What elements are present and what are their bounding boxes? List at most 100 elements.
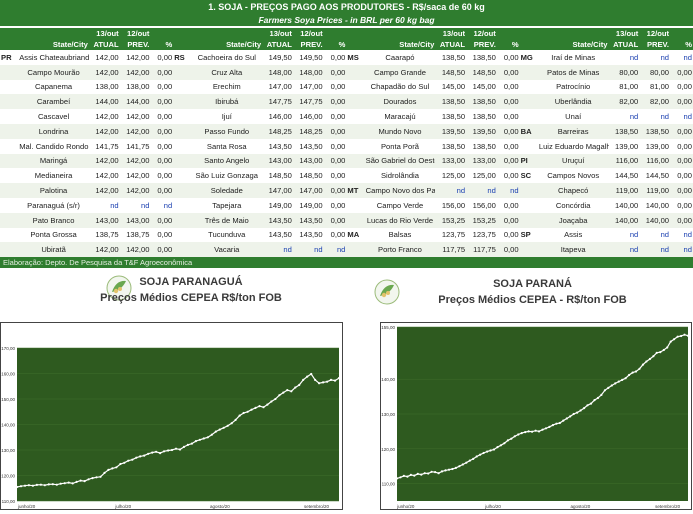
data-point bbox=[555, 422, 558, 425]
header-blank bbox=[18, 28, 89, 39]
state-code bbox=[173, 109, 191, 124]
header-current: ATUAL bbox=[608, 39, 640, 50]
percent-change: 0,00 bbox=[150, 212, 174, 228]
data-point bbox=[274, 397, 277, 401]
data-point bbox=[91, 477, 94, 480]
city-name: Unaí bbox=[565, 112, 582, 122]
current-price: 143,00 bbox=[88, 212, 120, 228]
y-tick-label: 140,00 bbox=[381, 377, 395, 382]
city-name: Sidrolândia bbox=[380, 171, 419, 181]
percent-change: 0,00 bbox=[496, 242, 520, 258]
x-tick-label: setembro/20 bbox=[655, 504, 681, 509]
percent-change: 0,00 bbox=[323, 94, 347, 110]
state-code bbox=[0, 228, 18, 243]
state-code: PI bbox=[519, 153, 538, 169]
previous-price: 138,50 bbox=[639, 123, 671, 139]
data-point bbox=[624, 377, 627, 380]
data-point bbox=[551, 424, 554, 427]
data-point bbox=[170, 448, 174, 452]
data-point bbox=[482, 451, 485, 455]
header-previous: PREV. bbox=[292, 39, 324, 50]
table-row: Cascavel 142,00 142,00 0,00 Ijuí 146,00 146,00… bbox=[0, 109, 693, 124]
data-point bbox=[479, 453, 482, 456]
data-point bbox=[27, 484, 30, 487]
current-price: 119,00 bbox=[608, 183, 640, 198]
data-point bbox=[513, 435, 516, 438]
city-name: Campo Verde bbox=[376, 200, 424, 210]
data-point bbox=[666, 346, 669, 349]
data-point bbox=[458, 465, 461, 468]
previous-price: 145,00 bbox=[472, 82, 496, 92]
data-point bbox=[262, 406, 265, 409]
state-code bbox=[0, 123, 19, 139]
city-name: Dourados bbox=[364, 94, 436, 110]
data-point bbox=[198, 438, 201, 441]
current-price: 142,00 bbox=[88, 183, 120, 198]
header-date-previous: 12/out bbox=[466, 28, 497, 39]
line-chart-paranagua: 170,00 160,00 150,00 140,00 130,00 120,00 110,… bbox=[1, 346, 341, 509]
state-code: PR bbox=[1, 52, 12, 62]
percent-change: 0,00 bbox=[677, 200, 692, 210]
state-code bbox=[346, 168, 364, 183]
percent-change: 0,00 bbox=[330, 52, 346, 62]
state-code bbox=[0, 198, 18, 213]
data-point bbox=[617, 380, 620, 383]
prices-table: 13/out 12/out 13/out 12/out 13/out 12/out 13/o… bbox=[0, 28, 693, 258]
data-point bbox=[329, 378, 333, 381]
percent-change: 0,00 bbox=[150, 64, 174, 80]
data-point bbox=[565, 417, 568, 420]
table-row: Palotina 142,00 142,00 0,00 Soledade 147,00 14… bbox=[0, 183, 693, 198]
data-point bbox=[67, 481, 70, 484]
previous-price: 148,25 bbox=[292, 123, 324, 139]
y-tick-label: 140,00 bbox=[1, 423, 15, 428]
current-price: 139,50 bbox=[435, 123, 467, 139]
percent-change: 0,00 bbox=[150, 183, 174, 198]
state-code bbox=[346, 80, 364, 95]
data-point bbox=[135, 456, 138, 459]
state-code bbox=[0, 80, 18, 95]
percent-change: nd bbox=[683, 112, 692, 122]
percent-change: 0,00 bbox=[670, 212, 693, 228]
data-point bbox=[621, 378, 624, 381]
percent-change: 0,00 bbox=[330, 230, 346, 240]
previous-price: 139,00 bbox=[645, 141, 670, 151]
data-point bbox=[427, 472, 430, 475]
data-point bbox=[234, 418, 237, 421]
previous-price: 142,00 bbox=[119, 242, 151, 258]
city-name: Ponta Grossa bbox=[30, 230, 77, 240]
data-point bbox=[440, 470, 444, 473]
footer-note: Elaboração: Depto. De Pesquisa da T&F Ag… bbox=[0, 257, 693, 268]
previous-price: 142,00 bbox=[119, 153, 151, 169]
city-name: Campos Novos bbox=[547, 171, 600, 181]
current-price: 142,00 bbox=[95, 112, 119, 122]
percent-change: nd bbox=[163, 200, 173, 210]
data-point bbox=[603, 389, 606, 392]
data-point bbox=[326, 380, 329, 383]
percent-change: nd bbox=[496, 183, 520, 198]
previous-price: 142,00 bbox=[126, 171, 150, 181]
header-current: ATUAL bbox=[435, 39, 467, 50]
data-point bbox=[55, 483, 58, 486]
data-point bbox=[531, 430, 534, 433]
state-code bbox=[346, 242, 365, 258]
percent-change: 0,00 bbox=[496, 212, 520, 228]
state-code bbox=[173, 123, 192, 139]
x-tick-label: julho/20 bbox=[114, 504, 131, 509]
previous-price: 141,75 bbox=[126, 141, 150, 151]
current-price: 142,00 bbox=[95, 171, 119, 181]
data-point bbox=[75, 480, 78, 483]
table-row: Ubiratã 142,00 142,00 0,00 Vacaria nd nd nd Port… bbox=[0, 242, 693, 258]
x-tick-label: agosto/20 bbox=[210, 504, 230, 509]
state-code bbox=[346, 212, 365, 228]
data-point bbox=[314, 378, 317, 381]
soy-logo-icon bbox=[104, 274, 134, 307]
header-date-current: 13/out bbox=[435, 28, 467, 39]
header-current: ATUAL bbox=[262, 39, 293, 50]
percent-change: 0,00 bbox=[677, 171, 692, 181]
previous-price: 138,50 bbox=[472, 141, 496, 151]
city-name: Caarapó bbox=[385, 52, 415, 62]
header-percent: % bbox=[670, 39, 693, 50]
header-blank bbox=[346, 28, 365, 39]
header-blank bbox=[537, 28, 609, 39]
current-price: 138,50 bbox=[441, 112, 466, 122]
